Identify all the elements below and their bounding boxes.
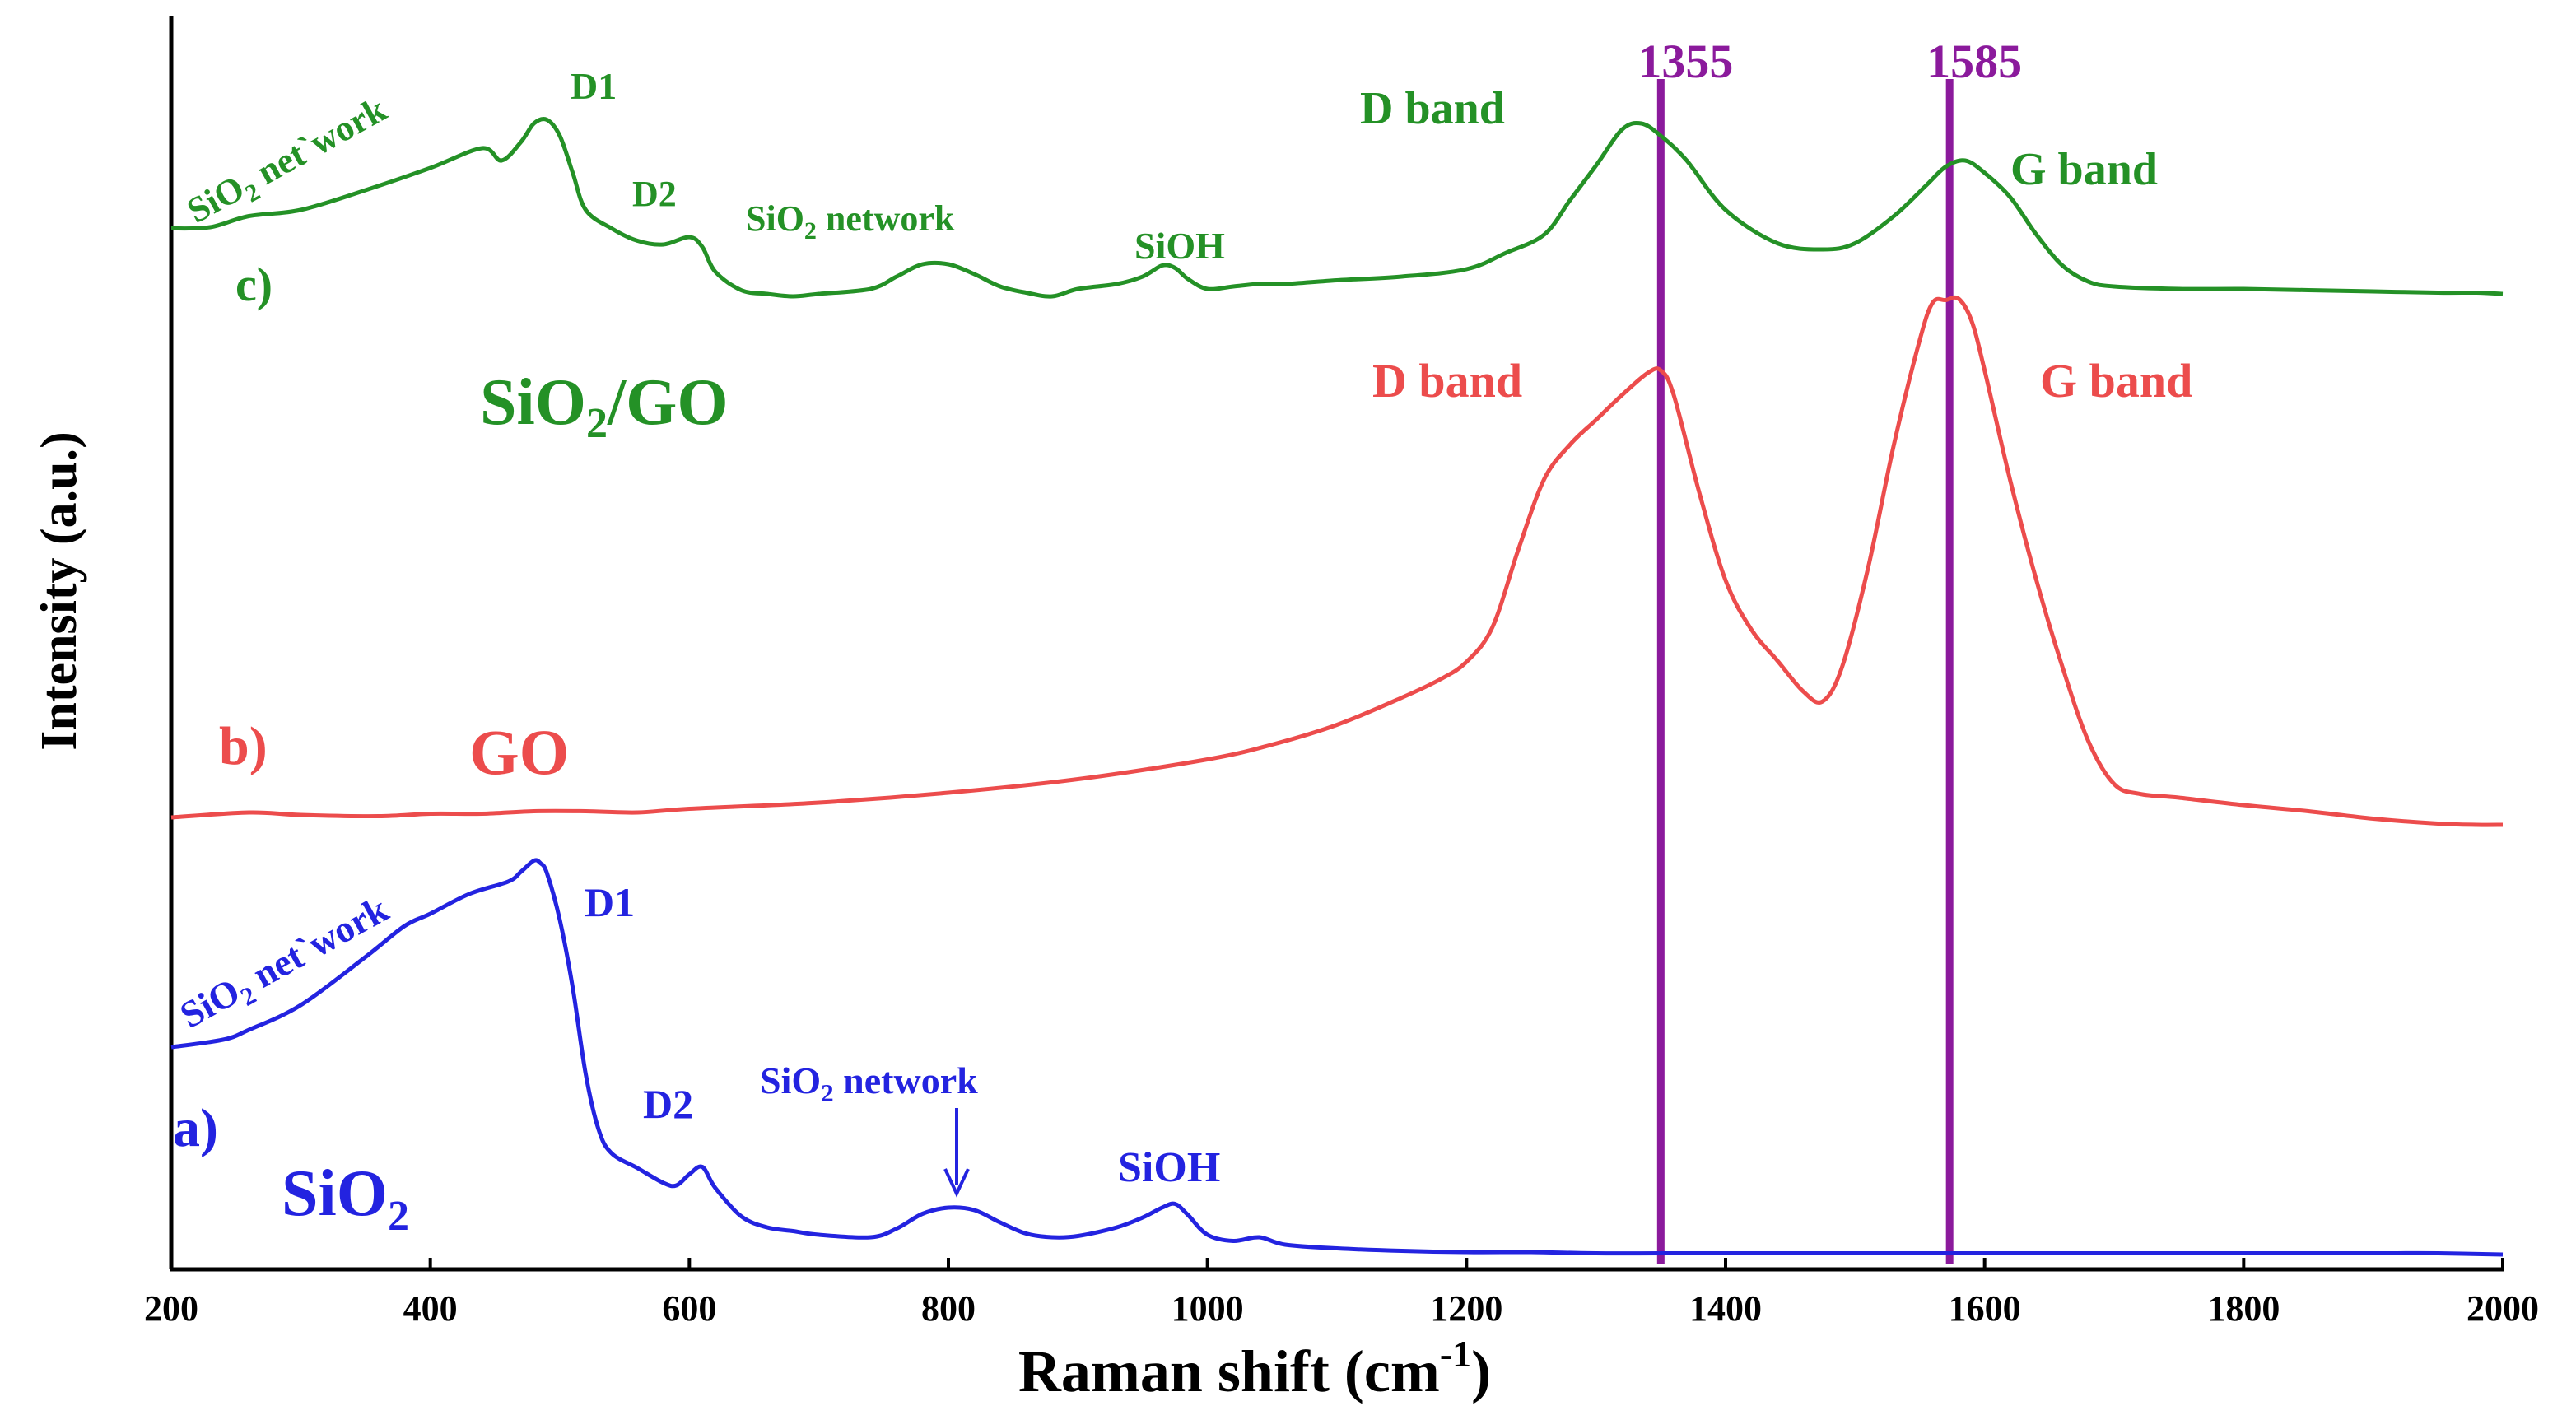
series-a-sample-sub: 2 [388,1193,409,1240]
c-network-left-base: SiO [180,168,251,231]
x-ticks: 200 400 600 800 1000 1200 1400 1600 1800 2000 [144,1258,2539,1329]
x-tick-label: 800 [921,1288,976,1329]
c-g-band-label: G band [2010,144,2158,195]
series-line-go [170,295,2504,827]
axes [169,16,2504,1272]
c-d-band-label: D band [1360,83,1505,134]
a-d1-label: D1 [585,879,635,925]
y-axis-label: Intensity (a.u.) [31,431,87,751]
x-tick-label: 1400 [1689,1288,1762,1329]
c-sioh-label: SiOH [1134,225,1225,267]
reference-lines: 1355 1585 [1637,35,2022,1264]
series-c-label: c) [235,258,273,311]
c-network-left-suffix: net`work [242,89,393,197]
c-d1-label: D1 [571,65,617,107]
series-c-sample-base: SiO [480,366,586,439]
x-axis-label-main: Raman shift (cm [1018,1339,1440,1404]
series-group [170,117,2504,1257]
a-network-left-label: SiO2 net`work [173,887,398,1041]
series-a-sample-name: SiO2 [282,1157,409,1240]
a-d2-label: D2 [643,1081,693,1127]
a-network-left-suffix: net`work [238,887,396,1000]
series-b-sample-name: GO [469,716,569,788]
series-line-sio2 [170,858,2504,1257]
c-network-mid-base: SiO [746,198,804,239]
b-d-band-label: D band [1372,354,1522,407]
annotations-c: c) SiO2/GO SiO2 net`work D1 D2 SiO2 netw… [180,65,2158,447]
c-network-mid-label: SiO2 network [746,198,955,244]
x-tick-label: 1600 [1949,1288,2021,1329]
series-c-sample-suffix: /GO [607,366,729,439]
x-tick-label: 1000 [1172,1288,1244,1329]
series-b-label: b) [219,716,268,776]
c-network-mid-sub: 2 [804,217,817,244]
series-c-sample-name: SiO2/GO [480,366,729,447]
x-tick-label: 2000 [2467,1288,2539,1329]
c-network-mid-suffix: network [817,198,955,239]
reference-label-1585: 1585 [1926,35,2022,88]
x-tick-label: 1200 [1430,1288,1502,1329]
x-tick-label: 1800 [2207,1288,2280,1329]
a-network-left-base: SiO [173,970,247,1036]
a-network-mid-base: SiO [760,1059,821,1101]
annotations-a: a) SiO2 SiO2 net`work D1 D2 SiO2 network… [173,879,1220,1240]
x-axis-label: Raman shift (cm-1) [1018,1333,1491,1404]
a-network-mid-sub: 2 [821,1078,834,1107]
a-network-mid-label: SiO2 network [760,1059,978,1107]
x-tick-label: 400 [403,1288,458,1329]
a-network-mid-suffix: network [834,1059,978,1101]
series-line-sio2-go [170,117,2504,299]
series-a-sample-base: SiO [282,1157,388,1230]
b-g-band-label: G band [2040,354,2192,407]
a-network-arrow-head [943,1168,970,1198]
x-tick-label: 200 [144,1288,198,1329]
annotations-b: b) GO D band G band [219,354,2192,788]
x-tick-label: 600 [662,1288,716,1329]
c-d2-label: D2 [632,174,677,214]
series-a-label: a) [173,1098,218,1158]
series-c-sample-sub: 2 [586,400,608,447]
a-sioh-label: SiOH [1118,1144,1220,1191]
x-axis-label-close: ) [1471,1339,1491,1404]
reference-label-1355: 1355 [1637,35,1733,88]
x-axis-label-sup: -1 [1440,1333,1471,1375]
